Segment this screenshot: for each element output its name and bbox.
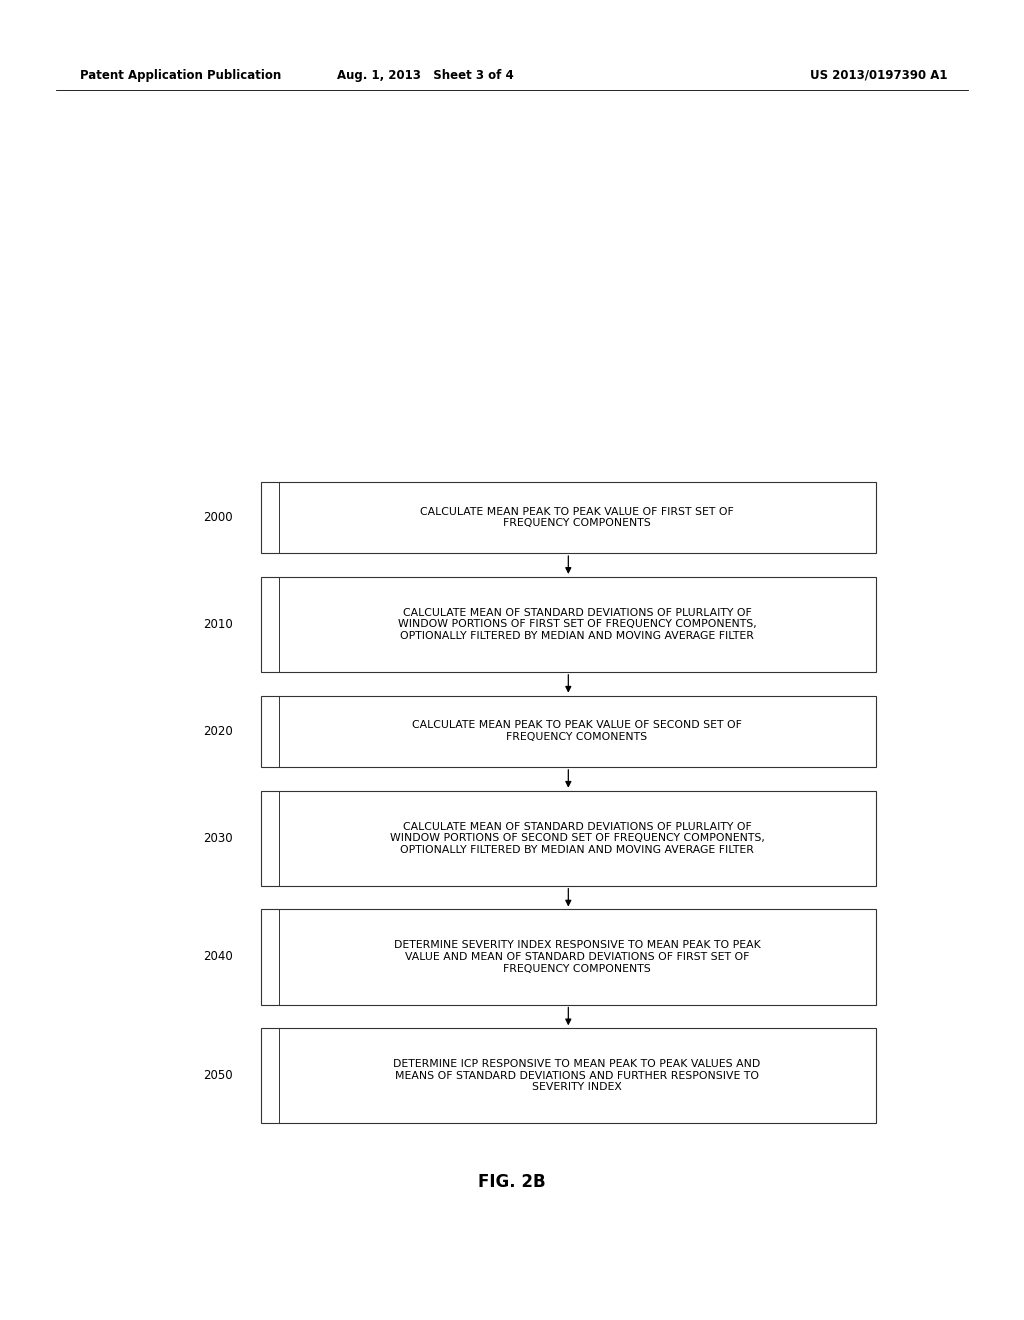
Text: 2020: 2020 bbox=[203, 725, 232, 738]
Bar bbox=[261, 909, 876, 1005]
Bar bbox=[261, 482, 876, 553]
Text: CALCULATE MEAN PEAK TO PEAK VALUE OF SECOND SET OF
FREQUENCY COMONENTS: CALCULATE MEAN PEAK TO PEAK VALUE OF SEC… bbox=[412, 721, 742, 742]
Text: FIG. 2B: FIG. 2B bbox=[478, 1173, 546, 1192]
Text: CALCULATE MEAN OF STANDARD DEVIATIONS OF PLURLAITY OF
WINDOW PORTIONS OF SECOND : CALCULATE MEAN OF STANDARD DEVIATIONS OF… bbox=[389, 821, 765, 855]
Text: 2000: 2000 bbox=[203, 511, 232, 524]
Bar bbox=[261, 577, 876, 672]
Bar bbox=[261, 1028, 876, 1123]
Text: Aug. 1, 2013   Sheet 3 of 4: Aug. 1, 2013 Sheet 3 of 4 bbox=[337, 69, 513, 82]
Text: CALCULATE MEAN OF STANDARD DEVIATIONS OF PLURLAITY OF
WINDOW PORTIONS OF FIRST S: CALCULATE MEAN OF STANDARD DEVIATIONS OF… bbox=[397, 607, 757, 642]
Text: 2040: 2040 bbox=[203, 950, 232, 964]
Text: 2030: 2030 bbox=[203, 832, 232, 845]
Text: 2010: 2010 bbox=[203, 618, 232, 631]
Text: CALCULATE MEAN PEAK TO PEAK VALUE OF FIRST SET OF
FREQUENCY COMPONENTS: CALCULATE MEAN PEAK TO PEAK VALUE OF FIR… bbox=[420, 507, 734, 528]
Bar bbox=[261, 696, 876, 767]
Text: US 2013/0197390 A1: US 2013/0197390 A1 bbox=[810, 69, 947, 82]
Text: DETERMINE SEVERITY INDEX RESPONSIVE TO MEAN PEAK TO PEAK
VALUE AND MEAN OF STAND: DETERMINE SEVERITY INDEX RESPONSIVE TO M… bbox=[393, 940, 761, 974]
Text: Patent Application Publication: Patent Application Publication bbox=[80, 69, 282, 82]
Text: 2050: 2050 bbox=[203, 1069, 232, 1082]
Bar bbox=[261, 791, 876, 886]
Text: DETERMINE ICP RESPONSIVE TO MEAN PEAK TO PEAK VALUES AND
MEANS OF STANDARD DEVIA: DETERMINE ICP RESPONSIVE TO MEAN PEAK TO… bbox=[393, 1059, 761, 1093]
